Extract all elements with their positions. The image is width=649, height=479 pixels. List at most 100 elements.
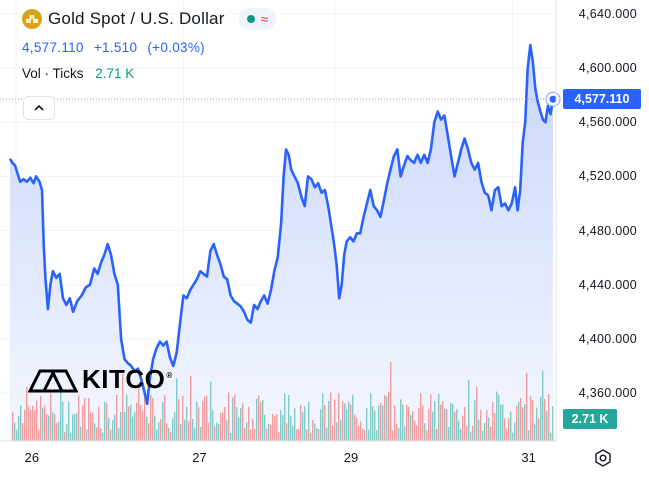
symbol-title[interactable]: Gold Spot / U.S. Dollar [48, 9, 225, 28]
volume-bar [240, 408, 242, 441]
volume-bar [476, 386, 478, 441]
y-tick-label: 4,640.000 [578, 7, 637, 21]
volume-bar [506, 428, 508, 441]
volume-bar [58, 421, 60, 441]
volume-bar [168, 427, 170, 441]
volume-bar [538, 418, 540, 441]
volume-bar [472, 425, 474, 441]
volume-bar [66, 424, 68, 441]
volume-bar [184, 419, 186, 441]
volume-bar [258, 395, 260, 441]
volume-bar [382, 405, 384, 441]
volume-bar [30, 409, 32, 441]
volume-bar [216, 422, 218, 441]
volume-bar [442, 401, 444, 441]
volume-bar [360, 421, 362, 441]
volume-bar [384, 394, 386, 441]
volume-bar [170, 431, 172, 441]
market-open-dot-icon [246, 15, 255, 23]
volume-bar [530, 396, 532, 441]
symbol-header[interactable]: Gold Spot / U.S. Dollar ≈ [22, 8, 277, 30]
volume-bar [244, 427, 246, 441]
volume-bar [532, 400, 534, 441]
volume-bar [440, 404, 442, 441]
volume-bar [154, 415, 156, 441]
volume-bar [108, 417, 110, 441]
market-status-pill[interactable]: ≈ [238, 8, 277, 30]
volume-bar [430, 394, 432, 441]
volume-bar [192, 418, 194, 441]
settings-gear-icon[interactable] [594, 449, 612, 467]
volume-bar [300, 404, 302, 441]
volume-bar [388, 391, 390, 441]
volume-bar [64, 432, 66, 441]
volume-bar [330, 392, 332, 441]
volume-bar [426, 430, 428, 441]
volume-bar [432, 411, 434, 441]
volume-bar [264, 414, 266, 441]
volume-bar [344, 403, 346, 441]
volume-bar [312, 420, 314, 441]
volume-bar [158, 422, 160, 441]
volume-bar [544, 399, 546, 441]
volume-bar [238, 417, 240, 441]
volume-bar [104, 402, 106, 441]
volume-bar [176, 378, 178, 441]
volume-bar [374, 410, 376, 441]
volume-bar [90, 412, 92, 441]
volume-bar [22, 423, 24, 441]
volume-bar [222, 412, 224, 441]
volume-bar [178, 399, 180, 441]
volume-bar [528, 430, 530, 441]
volume-bar [376, 430, 378, 441]
volume-bar [484, 422, 486, 441]
volume-bar [84, 398, 86, 441]
volume-bar [276, 414, 278, 441]
volume-bar [448, 427, 450, 441]
volume-bar [534, 423, 536, 441]
volume-bar [100, 428, 102, 441]
volume-bar [234, 394, 236, 441]
volume-bar [214, 426, 216, 441]
volume-bar [354, 414, 356, 441]
volume-bar [370, 392, 372, 441]
volume-bar [62, 401, 64, 441]
volume-bar [228, 392, 230, 441]
volume-bar [480, 410, 482, 441]
volume-bar [284, 393, 286, 441]
volume-bar [190, 375, 192, 441]
volume-bar [148, 423, 150, 441]
volume-bar [336, 422, 338, 441]
volume-bar [536, 407, 538, 441]
volume-bar [270, 424, 272, 441]
volume-bar [116, 394, 118, 441]
volume-bar [76, 413, 78, 441]
volume-bar [326, 427, 328, 441]
volume-bar [136, 402, 138, 441]
volume-legend[interactable]: Vol · Ticks 2.71 K [22, 66, 134, 81]
volume-bar [252, 419, 254, 441]
volume-bar [236, 407, 238, 441]
volume-bar [120, 412, 122, 441]
volume-bar [20, 405, 22, 441]
volume-bar [128, 406, 130, 441]
volume-bar [42, 407, 44, 441]
collapse-legend-button[interactable] [23, 96, 55, 120]
volume-bar [526, 372, 528, 441]
volume-bar [434, 400, 436, 441]
x-tick-label: 29 [343, 450, 359, 465]
volume-bar [508, 418, 510, 441]
volume-bar [314, 423, 316, 441]
volume-bar [134, 411, 136, 441]
volume-bar [150, 394, 152, 441]
volume-bar [32, 405, 34, 441]
volume-bar [318, 429, 320, 441]
volume-bar [316, 428, 318, 441]
volume-bar [392, 430, 394, 441]
x-tick-label: 27 [192, 450, 207, 465]
volume-bar [408, 406, 410, 441]
volume-bar [496, 391, 498, 441]
volume-bar [72, 414, 74, 441]
kitco-bars-icon [28, 369, 78, 392]
price-summary: 4,577.110 +1.510 (+0.03%) [22, 40, 211, 55]
